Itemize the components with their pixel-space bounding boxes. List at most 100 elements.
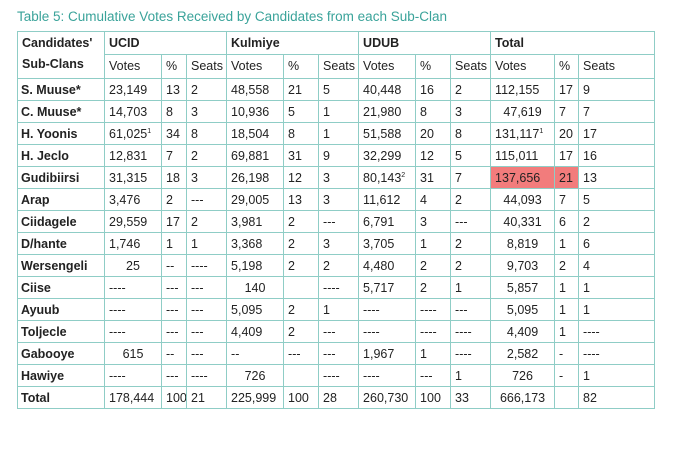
table-cell: 20: [415, 122, 452, 145]
table-cell: 1: [185, 232, 228, 255]
subheader-cell: Seats: [578, 54, 656, 79]
table-cell: [554, 386, 580, 409]
table-cell: ---: [185, 276, 228, 299]
table-row: Gabooye 615 -- --- -- --- --- 1,967 1 ---- 2,582- -…: [17, 342, 656, 365]
table-cell: ----: [415, 320, 452, 343]
subheader-cell: Votes: [490, 54, 556, 79]
row-label: Gudibiirsi: [17, 166, 105, 189]
table-cell: 140: [226, 276, 285, 299]
table-cell: 25: [104, 254, 162, 277]
table-cell: 20: [554, 122, 580, 145]
table-cell: 8: [185, 122, 228, 145]
table-cell: 31: [415, 166, 452, 189]
table-row: C. Muuse* 14,703 8 3 10,936 5 1 21,980 8 3 47,619 7…: [17, 100, 656, 123]
table-cell: 4: [578, 254, 656, 277]
table-cell: ---: [450, 298, 492, 321]
table-cell: 1: [554, 232, 580, 255]
table-cell: 1,746: [104, 232, 162, 255]
table-cell: 44,093: [490, 188, 556, 211]
table-cell: 1: [318, 100, 360, 123]
table-row: H. Yoonis 61,0251 34 8 18,504 8 1 51,588 20 8 131,…: [17, 122, 656, 145]
table-cell: 2: [185, 78, 228, 101]
table-cell: 7: [161, 144, 187, 167]
table-cell: 5,717: [358, 276, 417, 299]
table-cell: --: [161, 254, 187, 277]
table-cell: 3,705: [358, 232, 417, 255]
table-cell: 2: [578, 210, 656, 233]
table-cell: 33: [450, 386, 492, 409]
table-cell: ----: [318, 276, 360, 299]
table-cell: 8: [450, 122, 492, 145]
table-cell: 2: [185, 144, 228, 167]
table-row: Ayuub ---- --- --- 5,095 2 1 ---- ---- --- 5,095 1 1: [17, 298, 656, 321]
table-cell: 26,198: [226, 166, 285, 189]
row-label: Wersengeli: [17, 254, 105, 277]
table-cell: ---: [318, 342, 360, 365]
table-cell: 131,1171: [490, 122, 556, 145]
table-cell: 17: [554, 144, 580, 167]
table-cell: ----: [185, 364, 228, 387]
table-cell: 2: [283, 320, 320, 343]
table-cell: 28: [318, 386, 360, 409]
table-cell: 2: [283, 232, 320, 255]
table-cell: 2: [283, 210, 320, 233]
table-row: Gudibiirsi 31,315 18 3 26,198 12 3 80,1432 31 7 13…: [17, 166, 656, 189]
table-cell: 2: [554, 254, 580, 277]
table-cell: 6,791: [358, 210, 417, 233]
table-cell: 2,582: [490, 342, 556, 365]
table-cell: 8: [415, 100, 452, 123]
row-label: S. Muuse*: [17, 78, 105, 101]
row-label: Toljecle: [17, 320, 105, 343]
table-cell: 615: [104, 342, 162, 365]
table-cell: 16: [578, 144, 656, 167]
table-cell: 8: [161, 100, 187, 123]
table-cell: 100: [415, 386, 452, 409]
table-cell: 47,619: [490, 100, 556, 123]
row-label: Ciise: [17, 276, 105, 299]
table-cell: 5,095: [226, 298, 285, 321]
table-cell: ----: [185, 254, 228, 277]
table-cell: 1: [161, 232, 187, 255]
table-cell: ----: [358, 298, 417, 321]
table-cell: ----: [318, 364, 360, 387]
row-label: C. Muuse*: [17, 100, 105, 123]
table-cell: --: [161, 342, 187, 365]
table-cell: ---: [185, 298, 228, 321]
table-cell: ----: [450, 320, 492, 343]
subheader-cell: Seats: [318, 54, 360, 79]
table-cell: 2: [283, 254, 320, 277]
row-label: Total: [17, 386, 105, 409]
table-cell: 2: [415, 276, 452, 299]
table-cell: 2: [318, 254, 360, 277]
table-cell: 2: [161, 188, 187, 211]
table-cell: 13: [578, 166, 656, 189]
table-cell: 1: [578, 298, 656, 321]
row-label: Ayuub: [17, 298, 105, 321]
votes-table: Candidates' Sub-Clans UCID Kulmiye UDUB …: [17, 31, 656, 409]
table-cell: 115,011: [490, 144, 556, 167]
table-cell: 5: [450, 144, 492, 167]
row-label: Arap: [17, 188, 105, 211]
table-cell: ---: [450, 210, 492, 233]
table-row: Wersengeli 25 -- ---- 5,198 2 2 4,480 2 2 9,703 2 4: [17, 254, 656, 277]
table-row: Ciidagele 29,559 17 2 3,981 2 --- 6,791 3 --- 40,3…: [17, 210, 656, 233]
table-cell: 9,703: [490, 254, 556, 277]
subheader-cell: Votes: [358, 54, 417, 79]
table-cell: 1: [450, 364, 492, 387]
table-row: Total 178,444 100 21 225,999 100 28 260,730 100 3…: [17, 386, 656, 409]
table-cell: 12: [283, 166, 320, 189]
table-cell: 1: [578, 276, 656, 299]
table-cell: 12: [415, 144, 452, 167]
table-cell: ---: [283, 342, 320, 365]
table-cell: -: [554, 342, 580, 365]
table-cell: 5: [578, 188, 656, 211]
table-row: D/hante 1,746 1 1 3,368 2 3 3,705 1 2 8,819 1 6: [17, 232, 656, 255]
table-cell: ----: [104, 364, 162, 387]
table-cell: 12,831: [104, 144, 162, 167]
table-cell: ---: [185, 188, 228, 211]
table-cell: 7: [554, 100, 580, 123]
table-cell: ---: [185, 342, 228, 365]
table-cell: 3: [318, 232, 360, 255]
corner-header-line2: Sub-Clans: [22, 57, 84, 71]
table-caption: Table 5: Cumulative Votes Received by Ca…: [17, 9, 447, 24]
